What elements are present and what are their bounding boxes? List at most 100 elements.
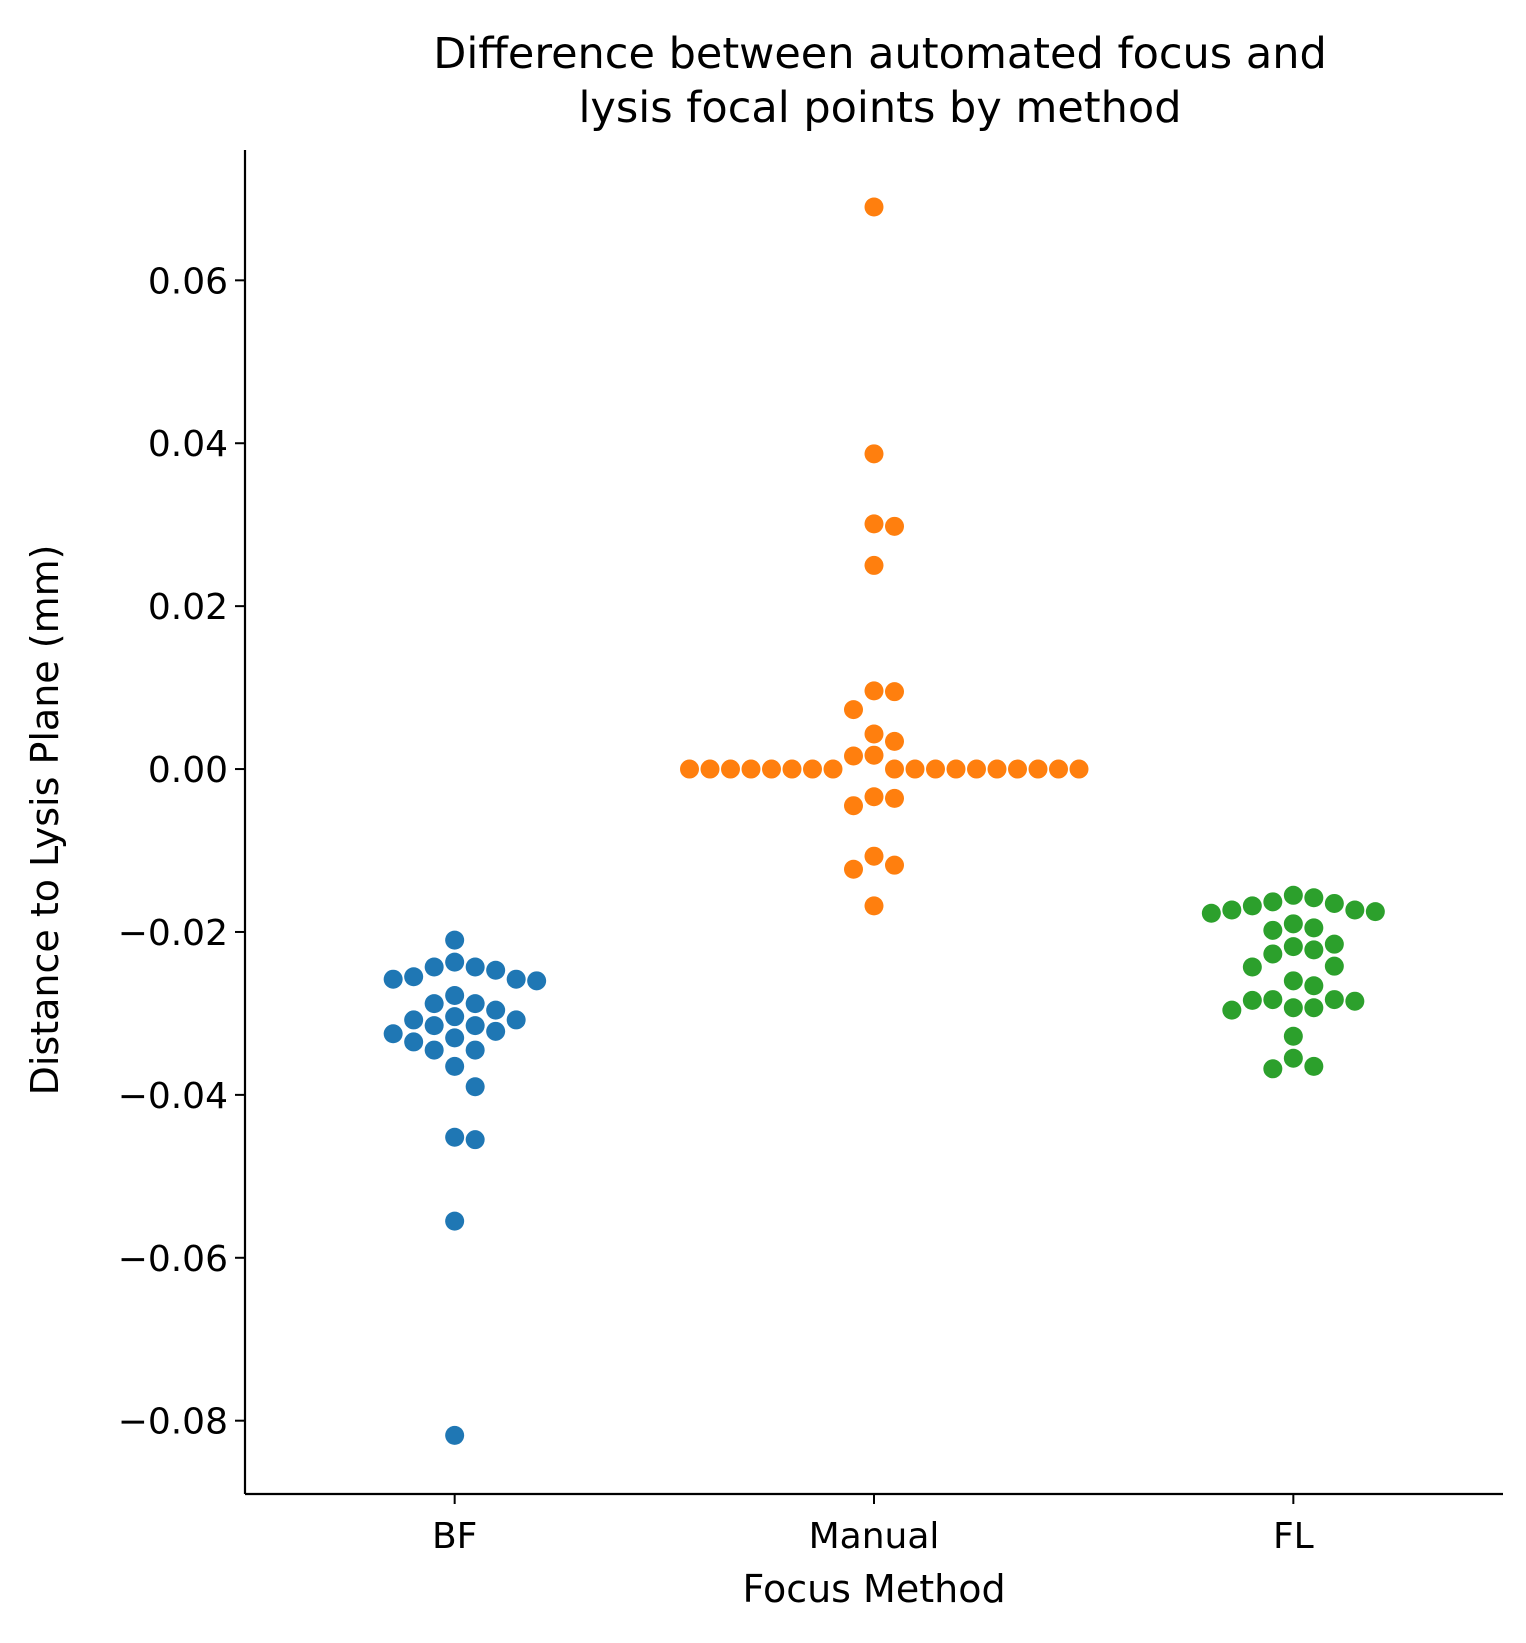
data-point-bf (465, 1040, 485, 1060)
data-point-fl (1304, 1056, 1324, 1076)
data-point-bf (424, 994, 444, 1014)
y-tick-label: 0.00 (148, 750, 228, 791)
data-point-manual (741, 759, 761, 779)
data-point-bf (527, 971, 547, 991)
data-point-fl (1263, 990, 1283, 1010)
data-point-fl (1222, 1000, 1242, 1020)
data-point-manual (700, 759, 720, 779)
data-point-bf (465, 1077, 485, 1097)
data-point-fl (1283, 914, 1303, 934)
chart-title: Difference between automated focus and l… (433, 29, 1327, 133)
data-point-manual (987, 759, 1007, 779)
data-point-fl (1283, 937, 1303, 957)
data-point-manual (885, 855, 904, 875)
data-point-manual (1008, 759, 1027, 779)
data-point-manual (1028, 759, 1048, 779)
data-point-fl (1304, 998, 1324, 1018)
data-point-fl (1283, 971, 1303, 991)
data-point-fl (1324, 934, 1344, 954)
data-points (383, 197, 1385, 1445)
data-point-fl (1345, 900, 1365, 920)
data-point-bf (445, 1056, 465, 1076)
data-point-manual (864, 555, 884, 575)
y-tick-label: −0.08 (118, 1402, 228, 1443)
data-point-manual (762, 759, 781, 779)
data-point-manual (864, 724, 884, 744)
data-point-manual (844, 746, 863, 766)
data-point-bf (445, 1211, 465, 1231)
data-point-fl (1263, 944, 1283, 964)
data-point-fl (1283, 885, 1303, 905)
data-point-bf (383, 969, 403, 989)
data-point-manual (905, 759, 925, 779)
data-point-manual (844, 796, 863, 816)
x-axis-label: Focus Method (742, 1567, 1005, 1611)
data-point-bf (465, 957, 485, 977)
data-point-fl (1304, 918, 1324, 938)
data-point-manual (721, 759, 740, 779)
data-point-fl (1283, 1026, 1303, 1046)
data-point-fl (1201, 903, 1221, 923)
data-point-fl (1242, 896, 1262, 916)
data-point-fl (1263, 920, 1283, 940)
data-point-manual (864, 745, 884, 765)
data-point-bf (445, 930, 465, 950)
data-point-fl (1283, 1048, 1303, 1068)
data-point-manual (782, 759, 802, 779)
y-tick-label: −0.04 (118, 1076, 228, 1117)
data-point-bf (424, 1040, 444, 1060)
y-tick-label: −0.06 (118, 1239, 228, 1280)
data-point-manual (864, 444, 884, 464)
y-tick-label: 0.06 (148, 261, 228, 302)
data-point-bf (506, 1010, 526, 1030)
data-point-bf (424, 1016, 444, 1036)
data-point-bf (486, 1021, 506, 1041)
data-point-fl (1263, 892, 1283, 912)
y-axis-label: Distance to Lysis Plane (mm) (23, 545, 67, 1096)
data-point-manual (844, 859, 863, 879)
data-point-fl (1283, 998, 1303, 1018)
data-point-manual (864, 197, 884, 217)
data-point-bf (404, 967, 424, 987)
data-point-manual (885, 516, 904, 536)
data-point-fl (1324, 990, 1344, 1010)
data-point-bf (424, 957, 444, 977)
data-point-manual (967, 759, 986, 779)
data-point-manual (926, 759, 945, 779)
data-point-fl (1263, 1059, 1283, 1079)
data-point-bf (445, 1127, 465, 1147)
data-point-manual (864, 896, 884, 916)
data-point-manual (864, 681, 884, 701)
data-point-bf (486, 1000, 506, 1020)
data-point-fl (1324, 956, 1344, 976)
data-point-fl (1345, 991, 1365, 1011)
data-point-bf (465, 994, 485, 1014)
data-point-bf (445, 1425, 465, 1445)
y-tick-label: 0.02 (148, 587, 228, 628)
data-point-bf (404, 1010, 424, 1030)
x-tick-label: Manual (809, 1516, 940, 1557)
data-point-bf (486, 960, 506, 980)
data-point-manual (823, 759, 843, 779)
data-point-manual (864, 787, 884, 807)
data-point-bf (383, 1024, 403, 1044)
data-point-fl (1242, 990, 1262, 1010)
data-point-fl (1324, 893, 1344, 913)
data-point-fl (1304, 888, 1324, 908)
x-tick-label: FL (1273, 1516, 1314, 1557)
data-point-manual (885, 759, 904, 779)
data-point-manual (1069, 759, 1089, 779)
y-tick-label: −0.02 (118, 913, 228, 954)
data-point-manual (864, 846, 884, 866)
data-point-bf (445, 952, 465, 972)
data-point-fl (1304, 976, 1324, 996)
data-point-manual (885, 682, 904, 702)
data-point-manual (803, 759, 822, 779)
data-point-bf (445, 1007, 465, 1027)
data-point-manual (1049, 759, 1068, 779)
chart-title-line-1: Difference between automated focus and (433, 29, 1327, 79)
axes: −0.08 −0.06 −0.04 −0.02 0.00 0.02 0.04 0.06 BF Ma… (118, 150, 1503, 1557)
data-point-bf (465, 1130, 485, 1150)
data-point-manual (864, 514, 884, 534)
